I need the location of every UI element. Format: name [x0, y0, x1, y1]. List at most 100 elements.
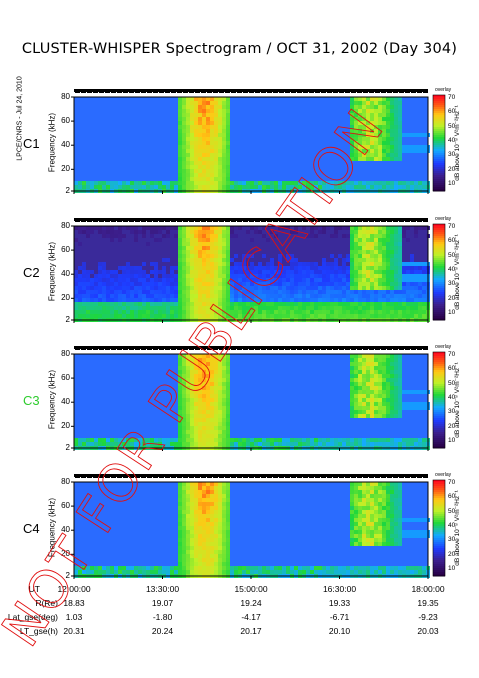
colorbar-tick-label: 60	[448, 365, 456, 373]
spectrogram-c1	[71, 89, 446, 194]
colorbar-tick-label: 50	[448, 507, 456, 515]
y-tick-label: 80	[61, 92, 70, 101]
colorbar	[432, 223, 446, 321]
colorbar-tick-label: 70	[448, 350, 456, 358]
colorbar-tick-label: 10	[448, 564, 456, 572]
ephemeris-value: -6.71	[329, 612, 350, 622]
colorbar-tick-label: 30	[448, 408, 456, 416]
y-tick-label: 40	[61, 140, 70, 150]
colorbar-tick-label: 50	[448, 122, 456, 130]
x-tick-label: 18:00:00	[411, 584, 445, 594]
colorbar-top-label: overlay	[435, 344, 452, 350]
y-tick-label: 40	[61, 525, 70, 535]
y-tick-label: 60	[61, 501, 70, 511]
panel-label: C2	[23, 265, 40, 280]
y-tick-label: 2	[65, 186, 70, 195]
colorbar-tick-label: 20	[448, 422, 456, 430]
y-tick-label: 80	[61, 349, 70, 358]
x-tick-label: 12:00:00	[57, 584, 91, 594]
spectrogram-c2	[71, 218, 446, 323]
ephemeris-value: 20.17	[240, 626, 262, 636]
colorbar-top-label: overlay	[435, 216, 452, 222]
colorbar-top-label: overlay	[435, 87, 452, 93]
ephemeris-row-label: UT	[28, 584, 40, 594]
panel-label: C4	[23, 521, 40, 536]
colorbar-tick-label: 50	[448, 251, 456, 259]
colorbar-tick-label: 70	[448, 478, 456, 486]
colorbar-tick-label: 40	[448, 265, 456, 273]
x-tick-label: 13:30:00	[145, 584, 180, 594]
y-tick-label: 80	[61, 221, 70, 230]
colorbar-tick-label: 40	[448, 521, 456, 529]
ephemeris-value: 18.83	[63, 598, 85, 608]
chart-title: CLUSTER-WHISPER Spectrogram / OCT 31, 20…	[21, 41, 458, 57]
ephemeris-value: 20.03	[417, 626, 439, 636]
panel-label: C3	[23, 393, 40, 408]
y-tick-label: 20	[61, 164, 70, 174]
colorbar-tick-label: 70	[448, 93, 456, 101]
panel-c3: C3 Frequency (kHz) 2 20 40 60 80 10 20 30 40 50 60 70…	[0, 344, 479, 458]
ephemeris-value: 19.35	[417, 598, 439, 608]
ephemeris-value: 19.07	[151, 598, 174, 608]
y-tick-label: 60	[61, 373, 70, 383]
y-tick-label: 2	[65, 443, 70, 452]
ephemeris-value: 19.24	[240, 598, 262, 608]
spectrogram-c4	[71, 474, 446, 579]
colorbar-tick-label: 30	[448, 280, 456, 288]
y-tick-label: 60	[61, 245, 70, 255]
spectrogram-image	[74, 354, 430, 450]
colorbar-tick-label: 20	[448, 550, 456, 558]
ephemeris-row-label: Lat_gse(deg)	[7, 612, 58, 622]
colorbar-tick-label: 30	[448, 536, 456, 544]
colorbar-tick-label: 60	[448, 493, 456, 501]
colorbar-tick-label: 60	[448, 237, 456, 245]
y-tick-label: 20	[61, 421, 70, 431]
panel-label: C1	[23, 136, 40, 151]
svg-text:NOT FOR PUBLICATION: NOT FOR PUBLICATION	[0, 98, 396, 658]
ephemeris-value: -9.23	[418, 612, 438, 622]
ephemeris-value: -4.17	[241, 612, 261, 622]
ephemeris-table: UT 12:00:00 13:30:00 15:00:00 16:30:00 18:00:…	[0, 584, 479, 664]
y-tick-label: 20	[61, 549, 70, 559]
ephemeris-row-label: LT_gse(h)	[19, 626, 58, 636]
colorbar-tick-label: 10	[448, 179, 456, 187]
colorbar-tick-label: 10	[448, 308, 456, 316]
time-bar	[74, 89, 428, 93]
spectrogram-image	[74, 226, 430, 322]
colorbar-tick-label: 20	[448, 165, 456, 173]
colorbar-tick-label: 10	[448, 436, 456, 444]
time-bar	[74, 218, 428, 222]
x-tick-label: 16:30:00	[322, 584, 357, 594]
colorbar	[432, 479, 446, 577]
colorbar-top-label: overlay	[435, 472, 452, 478]
panel-c4: C4 Frequency (kHz) 2 20 40 60 80 10 20 30 40 50 60 70…	[0, 472, 479, 586]
colorbar	[432, 351, 446, 449]
y-tick-label: 2	[65, 315, 70, 324]
ephemeris-value: 1.03	[65, 612, 83, 622]
ephemeris-value: 20.24	[151, 626, 174, 636]
panel-c2: C2 Frequency (kHz) 2 20 40 60 80 10 20 30 40 50 60 70…	[0, 216, 479, 330]
colorbar-tick-label: 60	[448, 108, 456, 116]
time-bar	[74, 474, 428, 478]
spectrogram-c3	[71, 346, 446, 451]
spectrogram-image	[74, 482, 430, 578]
colorbar-tick-label: 70	[448, 222, 456, 230]
ephemeris-value: -1.80	[152, 612, 173, 622]
y-tick-label: 40	[61, 269, 70, 279]
y-tick-label: 2	[65, 571, 70, 580]
colorbar-tick-label: 40	[448, 393, 456, 401]
ephemeris-value: 20.10	[328, 626, 351, 636]
y-tick-label: 80	[61, 477, 70, 486]
colorbar-tick-label: 40	[448, 136, 456, 144]
y-tick-label: 20	[61, 293, 70, 303]
ephemeris-row-label: R(Re)	[35, 598, 58, 608]
colorbar-tick-label: 30	[448, 151, 456, 159]
colorbar-tick-label: 20	[448, 294, 456, 302]
ephemeris-value: 19.33	[328, 598, 351, 608]
ephemeris-value: 20.31	[63, 626, 85, 636]
colorbar-tick-label: 50	[448, 379, 456, 387]
time-bar	[74, 346, 428, 350]
panel-c1: C1 Frequency (kHz) 2 20 40 60 80 10 20 30 40 50 60 70…	[0, 87, 479, 201]
x-tick-label: 15:00:00	[234, 584, 268, 594]
